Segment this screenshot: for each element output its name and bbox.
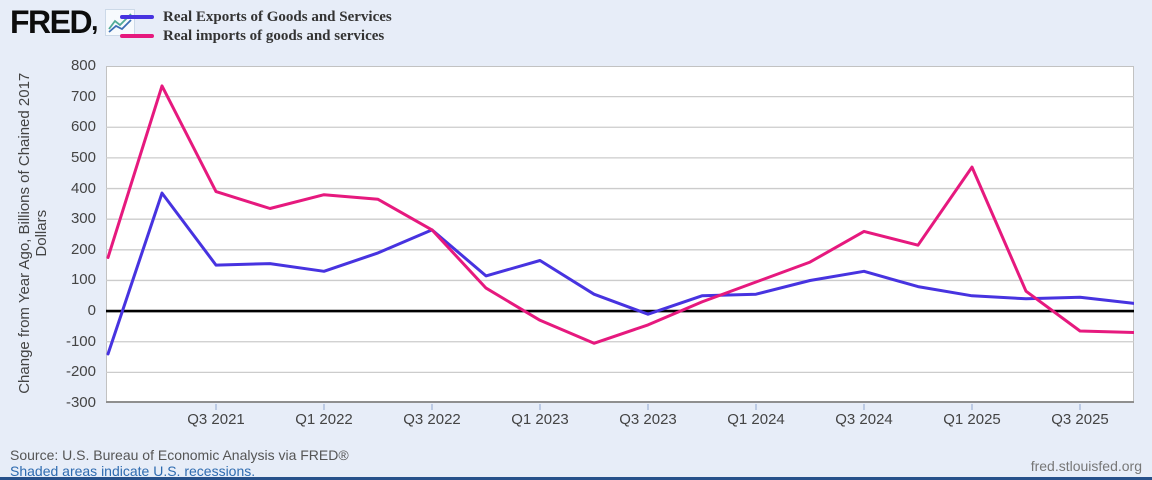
plot-area[interactable] [106, 66, 1134, 411]
y-axis-label: 100 [70, 271, 96, 289]
y-axis-label: 700 [70, 87, 96, 105]
exports-line [106, 191, 1134, 356]
legend-label-exports: Real Exports of Goods and Services [163, 8, 392, 25]
legend-label-imports: Real imports of goods and services [163, 27, 385, 44]
y-axis-label: 600 [70, 118, 96, 136]
x-axis-label: Q1 2023 [511, 411, 569, 428]
x-axis-label: Q3 2023 [619, 411, 677, 428]
chart-legend: Real Exports of Goods and Services Real … [120, 8, 392, 46]
x-axis-label: Q3 2025 [1051, 411, 1109, 428]
fred-logo: FRED, [10, 4, 136, 40]
x-axis-label: Q1 2024 [727, 411, 785, 428]
y-axis-label: 0 [87, 302, 96, 320]
fred-site-link[interactable]: fred.stlouisfed.org [1030, 458, 1142, 474]
fred-logo-text: FRED [10, 4, 93, 40]
fred-logo-mark: , [91, 6, 99, 36]
recession-note-link[interactable]: Shaded areas indicate U.S. recessions. [10, 463, 256, 479]
x-axis-label: Q3 2024 [835, 411, 893, 428]
legend-item-exports: Real Exports of Goods and Services [120, 8, 392, 26]
fred-logo-chart-icon [105, 9, 136, 36]
x-axis-label: Q1 2022 [295, 411, 353, 428]
y-axis-label: -200 [65, 363, 96, 381]
legend-item-imports: Real imports of goods and services [120, 27, 392, 45]
legend-line-imports [120, 34, 154, 38]
bottom-accent-bar [0, 477, 1152, 480]
x-axis-label: Q1 2025 [943, 411, 1001, 428]
plot-background [106, 66, 1134, 403]
y-axis-label: -100 [65, 332, 96, 350]
y-axis-label: 500 [70, 148, 96, 166]
y-axis-label: 400 [70, 179, 96, 197]
source-text: Source: U.S. Bureau of Economic Analysis… [10, 447, 349, 463]
y-axis-label: -300 [65, 394, 96, 411]
imports-line [106, 84, 1134, 345]
y-axis-label: 200 [70, 240, 96, 258]
legend-line-exports [120, 15, 154, 19]
y-axis-label: 800 [70, 57, 96, 74]
x-axis-label: Q3 2021 [187, 411, 245, 428]
x-axis-label: Q3 2022 [403, 411, 461, 428]
y-axis-label: 300 [70, 210, 96, 228]
